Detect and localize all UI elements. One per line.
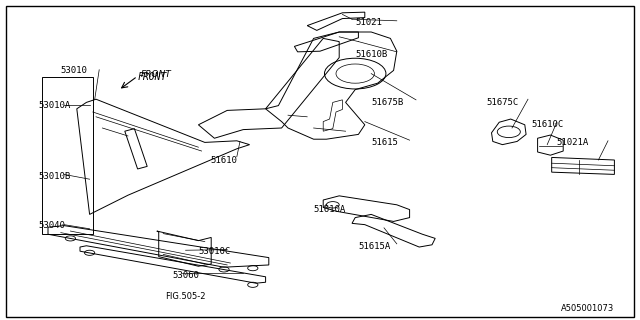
Text: 51615: 51615: [371, 138, 398, 147]
Text: 51615A: 51615A: [358, 242, 390, 251]
Text: A505001073: A505001073: [561, 304, 614, 313]
Text: 51021A: 51021A: [557, 138, 589, 147]
Text: 53010B: 53010B: [38, 172, 70, 180]
Text: FRONT: FRONT: [138, 72, 167, 82]
Text: 51610B: 51610B: [355, 50, 387, 59]
Text: 51610A: 51610A: [314, 205, 346, 214]
Text: 53040: 53040: [38, 221, 65, 230]
Text: 51021: 51021: [355, 18, 382, 27]
Text: 53010C: 53010C: [198, 247, 230, 256]
Text: 51610: 51610: [210, 156, 237, 164]
Bar: [42, 77, 93, 234]
Text: 53060: 53060: [173, 271, 200, 280]
Text: 51675C: 51675C: [486, 98, 518, 107]
Text: 53010: 53010: [61, 66, 88, 75]
Text: FIG.505-2: FIG.505-2: [165, 292, 206, 301]
Text: FRONT: FRONT: [141, 70, 172, 79]
Text: 51675B: 51675B: [371, 98, 403, 107]
Text: 51610C: 51610C: [531, 120, 563, 129]
Text: 53010A: 53010A: [38, 101, 70, 110]
